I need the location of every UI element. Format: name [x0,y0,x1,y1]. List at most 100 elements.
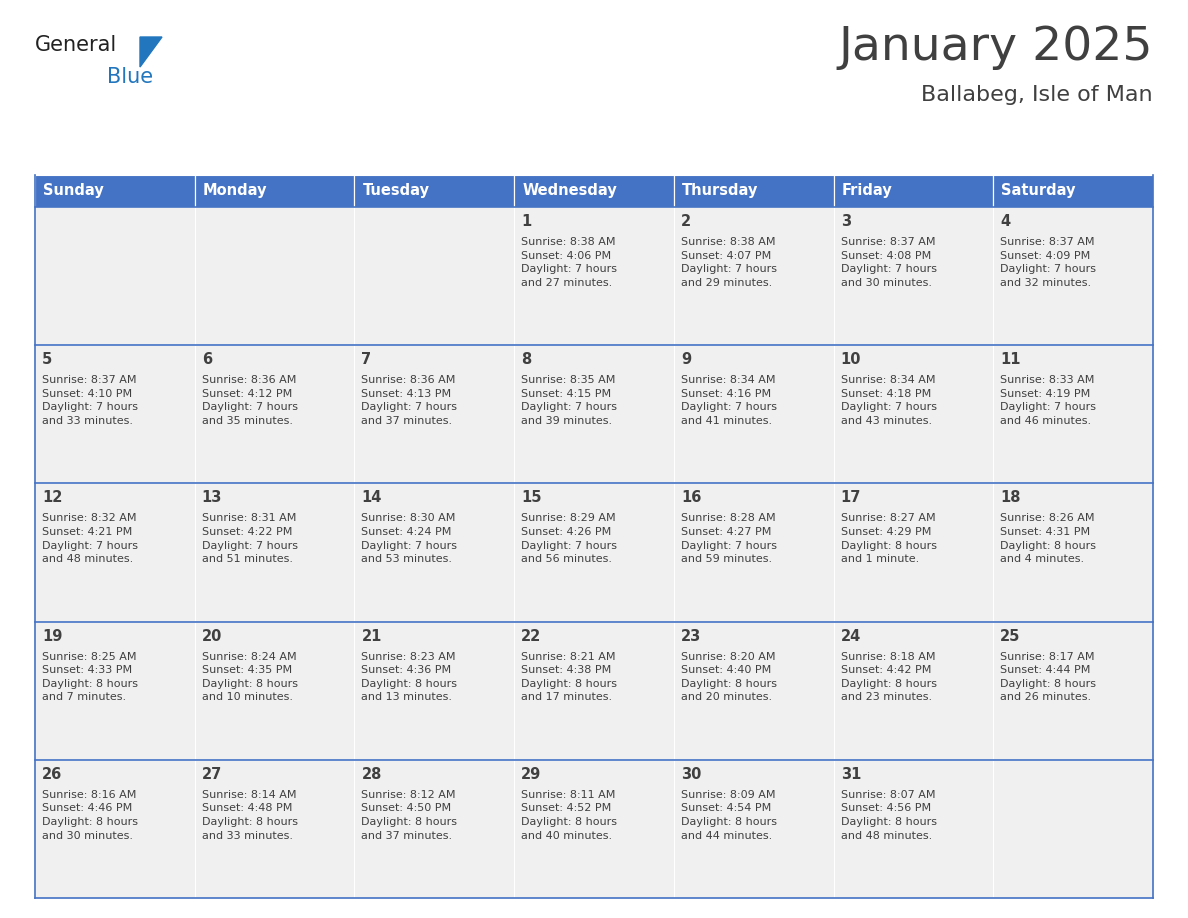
Bar [195,207,354,345]
Text: Sunrise: 8:32 AM
Sunset: 4:21 PM
Daylight: 7 hours
and 48 minutes.: Sunrise: 8:32 AM Sunset: 4:21 PM Dayligh… [42,513,138,565]
Text: 9: 9 [681,353,691,367]
Text: Sunrise: 8:29 AM
Sunset: 4:26 PM
Daylight: 7 hours
and 56 minutes.: Sunrise: 8:29 AM Sunset: 4:26 PM Dayligh… [522,513,617,565]
Text: Sunrise: 8:24 AM
Sunset: 4:35 PM
Daylight: 8 hours
and 10 minutes.: Sunrise: 8:24 AM Sunset: 4:35 PM Dayligh… [202,652,298,702]
Text: General: General [34,35,118,55]
Text: 6: 6 [202,353,211,367]
Polygon shape [140,37,162,67]
Text: 1: 1 [522,214,531,229]
Bar [34,175,195,207]
Text: Sunrise: 8:07 AM
Sunset: 4:56 PM
Daylight: 8 hours
and 48 minutes.: Sunrise: 8:07 AM Sunset: 4:56 PM Dayligh… [841,789,936,841]
Text: Sunrise: 8:36 AM
Sunset: 4:12 PM
Daylight: 7 hours
and 35 minutes.: Sunrise: 8:36 AM Sunset: 4:12 PM Dayligh… [202,375,298,426]
Text: Sunrise: 8:34 AM
Sunset: 4:18 PM
Daylight: 7 hours
and 43 minutes.: Sunrise: 8:34 AM Sunset: 4:18 PM Dayligh… [841,375,936,426]
Text: January 2025: January 2025 [839,25,1154,70]
Bar [674,207,834,345]
Text: Sunrise: 8:34 AM
Sunset: 4:16 PM
Daylight: 7 hours
and 41 minutes.: Sunrise: 8:34 AM Sunset: 4:16 PM Dayligh… [681,375,777,426]
Bar [674,484,834,621]
Text: Tuesday: Tuesday [362,184,429,198]
Bar [34,484,195,621]
Bar [354,621,514,760]
Text: Saturday: Saturday [1001,184,1076,198]
Bar [34,207,195,345]
Bar [834,345,993,484]
Bar [354,760,514,898]
Text: 21: 21 [361,629,381,644]
Text: Sunday: Sunday [43,184,103,198]
Text: Sunrise: 8:17 AM
Sunset: 4:44 PM
Daylight: 8 hours
and 26 minutes.: Sunrise: 8:17 AM Sunset: 4:44 PM Dayligh… [1000,652,1097,702]
Text: Sunrise: 8:31 AM
Sunset: 4:22 PM
Daylight: 7 hours
and 51 minutes.: Sunrise: 8:31 AM Sunset: 4:22 PM Dayligh… [202,513,298,565]
Text: Sunrise: 8:11 AM
Sunset: 4:52 PM
Daylight: 8 hours
and 40 minutes.: Sunrise: 8:11 AM Sunset: 4:52 PM Dayligh… [522,789,617,841]
Text: 31: 31 [841,767,861,782]
Text: Sunrise: 8:33 AM
Sunset: 4:19 PM
Daylight: 7 hours
and 46 minutes.: Sunrise: 8:33 AM Sunset: 4:19 PM Dayligh… [1000,375,1097,426]
Text: Sunrise: 8:09 AM
Sunset: 4:54 PM
Daylight: 8 hours
and 44 minutes.: Sunrise: 8:09 AM Sunset: 4:54 PM Dayligh… [681,789,777,841]
Text: Sunrise: 8:25 AM
Sunset: 4:33 PM
Daylight: 8 hours
and 7 minutes.: Sunrise: 8:25 AM Sunset: 4:33 PM Dayligh… [42,652,138,702]
Text: Sunrise: 8:37 AM
Sunset: 4:08 PM
Daylight: 7 hours
and 30 minutes.: Sunrise: 8:37 AM Sunset: 4:08 PM Dayligh… [841,237,936,288]
Text: Sunrise: 8:30 AM
Sunset: 4:24 PM
Daylight: 7 hours
and 53 minutes.: Sunrise: 8:30 AM Sunset: 4:24 PM Dayligh… [361,513,457,565]
Bar [514,760,674,898]
Text: 15: 15 [522,490,542,506]
Text: 30: 30 [681,767,701,782]
Text: Sunrise: 8:36 AM
Sunset: 4:13 PM
Daylight: 7 hours
and 37 minutes.: Sunrise: 8:36 AM Sunset: 4:13 PM Dayligh… [361,375,457,426]
Text: Sunrise: 8:26 AM
Sunset: 4:31 PM
Daylight: 8 hours
and 4 minutes.: Sunrise: 8:26 AM Sunset: 4:31 PM Dayligh… [1000,513,1097,565]
Text: 22: 22 [522,629,542,644]
Bar [834,484,993,621]
Bar [674,175,834,207]
Text: Ballabeg, Isle of Man: Ballabeg, Isle of Man [922,85,1154,105]
Text: 11: 11 [1000,353,1020,367]
Text: Sunrise: 8:35 AM
Sunset: 4:15 PM
Daylight: 7 hours
and 39 minutes.: Sunrise: 8:35 AM Sunset: 4:15 PM Dayligh… [522,375,617,426]
Bar [514,175,674,207]
Text: Friday: Friday [841,184,892,198]
Bar [674,345,834,484]
Bar [195,345,354,484]
Text: Sunrise: 8:21 AM
Sunset: 4:38 PM
Daylight: 8 hours
and 17 minutes.: Sunrise: 8:21 AM Sunset: 4:38 PM Dayligh… [522,652,617,702]
Text: 26: 26 [42,767,62,782]
Text: 5: 5 [42,353,52,367]
Text: Sunrise: 8:38 AM
Sunset: 4:06 PM
Daylight: 7 hours
and 27 minutes.: Sunrise: 8:38 AM Sunset: 4:06 PM Dayligh… [522,237,617,288]
Bar [514,207,674,345]
Text: 13: 13 [202,490,222,506]
Bar [834,207,993,345]
Text: Sunrise: 8:37 AM
Sunset: 4:10 PM
Daylight: 7 hours
and 33 minutes.: Sunrise: 8:37 AM Sunset: 4:10 PM Dayligh… [42,375,138,426]
Bar [354,207,514,345]
Bar [354,345,514,484]
Text: Sunrise: 8:28 AM
Sunset: 4:27 PM
Daylight: 7 hours
and 59 minutes.: Sunrise: 8:28 AM Sunset: 4:27 PM Dayligh… [681,513,777,565]
Text: 16: 16 [681,490,701,506]
Text: 4: 4 [1000,214,1011,229]
Text: 29: 29 [522,767,542,782]
Bar [195,621,354,760]
Bar [354,175,514,207]
Bar [834,621,993,760]
Bar [993,484,1154,621]
Bar [993,760,1154,898]
Bar [993,175,1154,207]
Text: Blue: Blue [107,67,153,87]
Bar [34,621,195,760]
Bar [993,207,1154,345]
Bar [674,760,834,898]
Bar [514,345,674,484]
Text: 23: 23 [681,629,701,644]
Text: 27: 27 [202,767,222,782]
Text: 20: 20 [202,629,222,644]
Bar [514,621,674,760]
Bar [993,621,1154,760]
Text: 12: 12 [42,490,63,506]
Text: Sunrise: 8:20 AM
Sunset: 4:40 PM
Daylight: 8 hours
and 20 minutes.: Sunrise: 8:20 AM Sunset: 4:40 PM Dayligh… [681,652,777,702]
Text: 24: 24 [841,629,861,644]
Text: Wednesday: Wednesday [523,184,617,198]
Text: 28: 28 [361,767,381,782]
Text: Sunrise: 8:14 AM
Sunset: 4:48 PM
Daylight: 8 hours
and 33 minutes.: Sunrise: 8:14 AM Sunset: 4:48 PM Dayligh… [202,789,298,841]
Text: 3: 3 [841,214,851,229]
Text: 19: 19 [42,629,63,644]
Bar [195,760,354,898]
Text: 17: 17 [841,490,861,506]
Text: Sunrise: 8:27 AM
Sunset: 4:29 PM
Daylight: 8 hours
and 1 minute.: Sunrise: 8:27 AM Sunset: 4:29 PM Dayligh… [841,513,936,565]
Text: Sunrise: 8:38 AM
Sunset: 4:07 PM
Daylight: 7 hours
and 29 minutes.: Sunrise: 8:38 AM Sunset: 4:07 PM Dayligh… [681,237,777,288]
Bar [354,484,514,621]
Text: 7: 7 [361,353,372,367]
Text: 2: 2 [681,214,691,229]
Bar [34,760,195,898]
Text: 8: 8 [522,353,531,367]
Bar [834,175,993,207]
Bar [834,760,993,898]
Text: 25: 25 [1000,629,1020,644]
